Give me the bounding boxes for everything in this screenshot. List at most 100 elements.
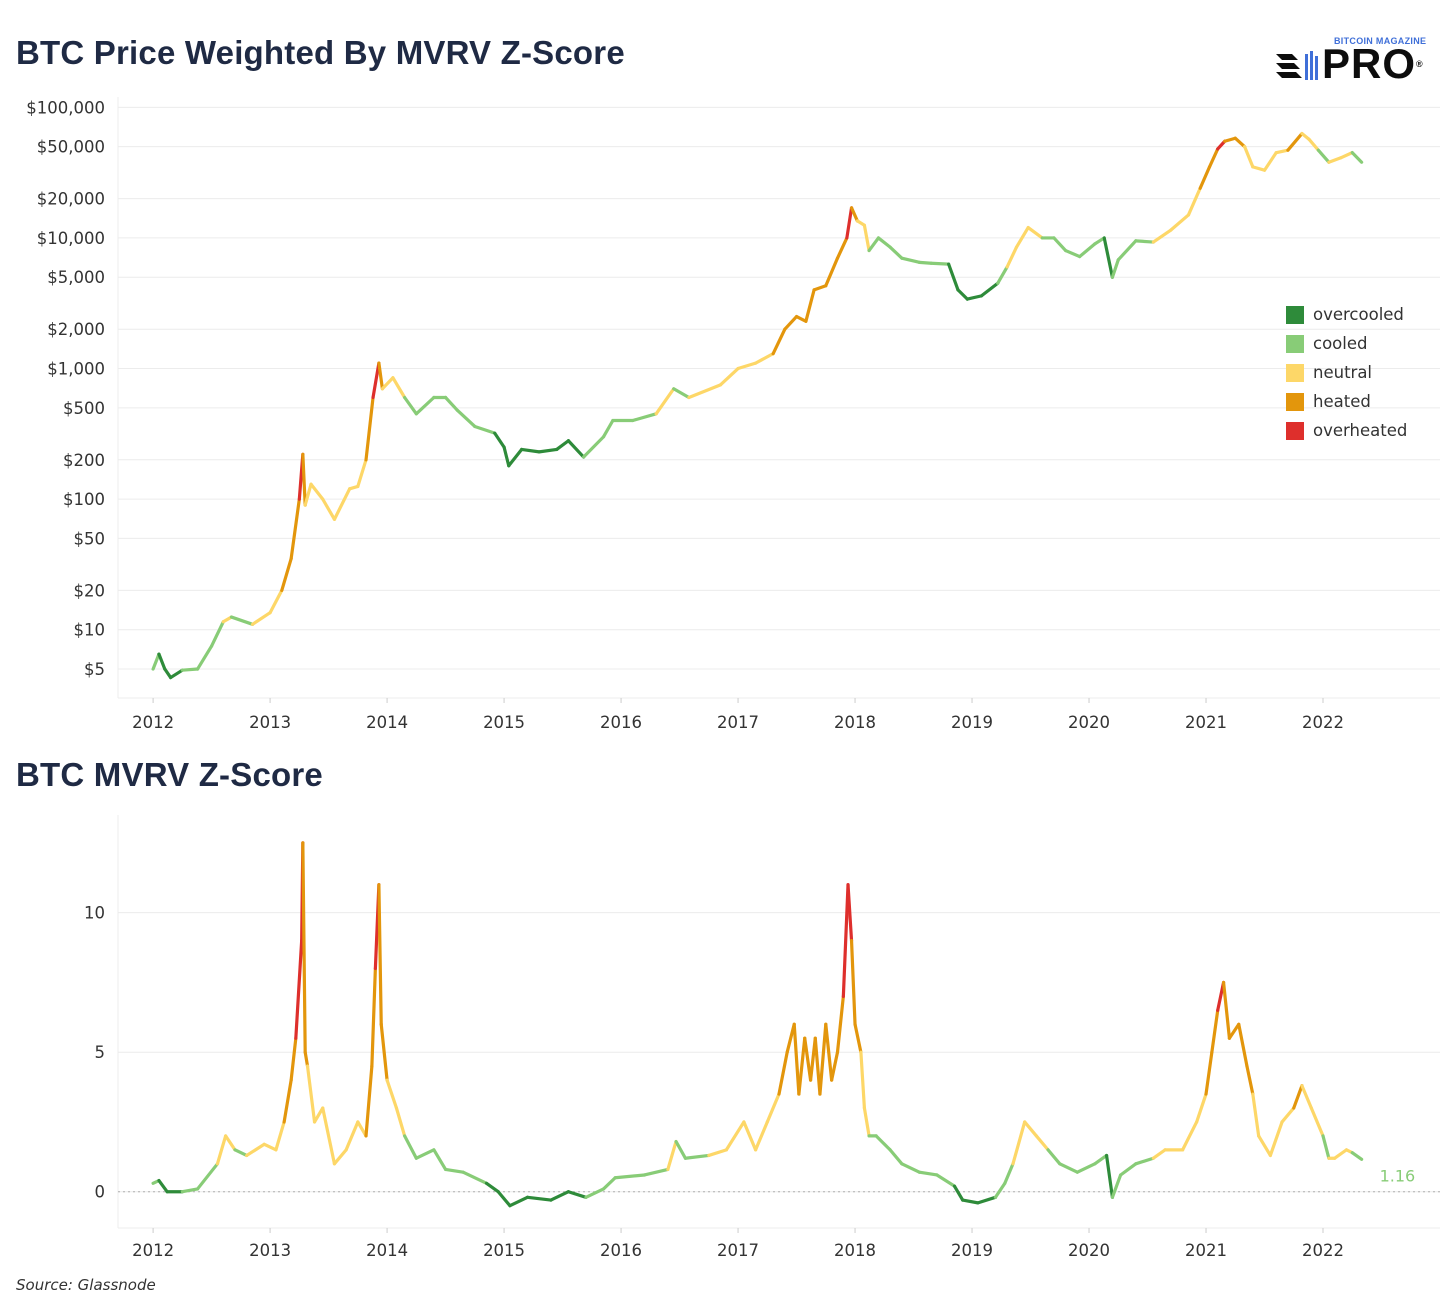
- mvrv-line-segment: [1134, 1156, 1155, 1166]
- price-line: [151, 131, 1364, 680]
- price-line-segment: [229, 615, 255, 626]
- mvrv-line-segment: [1245, 1064, 1255, 1096]
- price-line-segment: [1207, 147, 1220, 169]
- price-line-segment: [502, 445, 511, 468]
- price-line-segment: [364, 395, 375, 462]
- price-y-tick-label: $500: [63, 399, 105, 418]
- price-line-segment: [371, 361, 381, 400]
- price-line-segment: [672, 387, 691, 400]
- mvrv-line-segment: [321, 1106, 337, 1166]
- mvrv-line-segment: [1251, 1092, 1261, 1138]
- legend: overcooled cooled neutral heated overheated: [1286, 300, 1407, 445]
- mvrv-line-segment: [818, 1022, 828, 1096]
- mvrv-line-segment: [1237, 1022, 1249, 1068]
- price-x-tick-label: 2020: [1068, 713, 1110, 732]
- mvrv-line-segment: [394, 1106, 407, 1138]
- price-line-segment: [1316, 148, 1331, 164]
- mvrv-line-segment: [666, 1139, 678, 1171]
- mvrv-last-value-label: 1.16: [1380, 1166, 1416, 1185]
- price-line-segment: [867, 236, 881, 253]
- logo-top-text: BITCOIN MAGAZINE: [1334, 36, 1427, 46]
- price-line-segment: [169, 668, 184, 680]
- price-line-segment: [1093, 236, 1106, 246]
- price-line-segment: [151, 652, 161, 671]
- mvrv-line-segment: [484, 1181, 500, 1194]
- legend-item-cooled: cooled: [1286, 329, 1407, 358]
- mvrv-line-segment: [754, 1120, 769, 1152]
- mvrv-line-segment: [1110, 1173, 1123, 1199]
- price-line-segment: [888, 245, 904, 260]
- price-y-tick-label: $100,000: [26, 98, 105, 117]
- mvrv-line-segment: [461, 1170, 489, 1185]
- price-line-segment: [507, 447, 524, 468]
- price-line-segment: [209, 620, 225, 648]
- price-line-segment: [391, 376, 407, 400]
- price-line-segment: [1286, 131, 1304, 152]
- price-line-segment: [917, 260, 933, 265]
- mvrv-line-segment: [742, 1120, 758, 1152]
- price-line-segment: [537, 447, 559, 454]
- mvrv-line-segment: [245, 1142, 266, 1158]
- mvrv-x-tick-label: 2012: [132, 1241, 174, 1260]
- price-x-tick-label: 2022: [1302, 713, 1344, 732]
- mvrv-line-segment: [403, 1134, 418, 1160]
- mvrv-chart-gridlines: [117, 815, 1440, 1233]
- price-chart-axes: $5 $10 $20 $50 $100 $200 $500 $1,000 $2,000 $5,00…: [26, 98, 1344, 732]
- price-line-segment: [332, 487, 352, 521]
- mvrv-line-segment: [303, 1050, 310, 1068]
- mvrv-line-segment: [917, 1170, 939, 1177]
- mvrv-line-segment: [157, 1178, 169, 1194]
- mvrv-line-segment: [707, 1148, 728, 1158]
- logo-bars-icon: [1276, 51, 1318, 80]
- price-line-segment: [862, 223, 871, 253]
- mvrv-line-segment: [935, 1173, 957, 1188]
- price-line-segment: [582, 435, 606, 459]
- price-line-segment: [1026, 225, 1044, 240]
- price-y-tick-label: $10,000: [37, 229, 105, 248]
- mvrv-line-segment: [432, 1148, 448, 1171]
- mvrv-line-segment: [195, 1162, 220, 1191]
- price-y-tick-label: $200: [63, 451, 105, 470]
- price-line-segment: [163, 667, 173, 680]
- mvrv-line-segment: [1058, 1162, 1079, 1174]
- price-y-tick-label: $50,000: [37, 138, 105, 157]
- mvrv-line-segment: [1023, 1120, 1038, 1138]
- price-line-segment: [1233, 136, 1247, 149]
- mvrv-line-segment: [1195, 1092, 1208, 1124]
- mvrv-x-tick-label: 2017: [717, 1241, 759, 1260]
- mvrv-line-segment: [601, 1176, 617, 1191]
- price-y-tick-label: $5,000: [47, 268, 105, 287]
- price-line-segment: [979, 281, 1000, 298]
- mvrv-line-segment: [797, 1036, 807, 1096]
- price-line-segment: [455, 408, 477, 429]
- legend-item-neutral: neutral: [1286, 358, 1407, 387]
- price-y-tick-label: $5: [84, 660, 105, 679]
- legend-item-overcooled: overcooled: [1286, 300, 1407, 329]
- mvrv-line-segment: [262, 1142, 278, 1152]
- bitcoin-magazine-pro-logo: BITCOIN MAGAZINE PRO®: [1276, 36, 1444, 86]
- price-line-segment: [929, 261, 951, 266]
- mvrv-line-segment: [1119, 1162, 1138, 1177]
- price-x-tick-label: 2019: [951, 713, 993, 732]
- mvrv-line-segment: [900, 1162, 921, 1174]
- price-line-segment: [824, 256, 840, 288]
- price-line-segment: [1102, 236, 1115, 279]
- price-line-segment: [1307, 137, 1320, 152]
- mvrv-line-segment: [862, 1106, 871, 1138]
- mvrv-y-tick-label: 10: [84, 904, 105, 923]
- price-line-segment: [804, 288, 816, 323]
- price-line-segment: [1274, 148, 1290, 155]
- mvrv-line-segment: [1292, 1084, 1304, 1110]
- price-line-segment: [1169, 213, 1191, 232]
- price-chart-gridlines: [117, 97, 1440, 703]
- price-line-segment: [1223, 136, 1237, 143]
- price-line-segment: [849, 206, 859, 223]
- mvrv-y-tick-label: 0: [95, 1183, 106, 1202]
- mvrv-line-segment: [993, 1181, 1007, 1199]
- price-line-segment: [1198, 165, 1212, 190]
- mvrv-line-segment: [976, 1195, 998, 1205]
- mvrv-line-segment: [549, 1190, 571, 1202]
- price-line-segment: [794, 314, 808, 323]
- mvrv-line-segment: [846, 883, 854, 943]
- mvrv-x-tick-label: 2013: [249, 1241, 291, 1260]
